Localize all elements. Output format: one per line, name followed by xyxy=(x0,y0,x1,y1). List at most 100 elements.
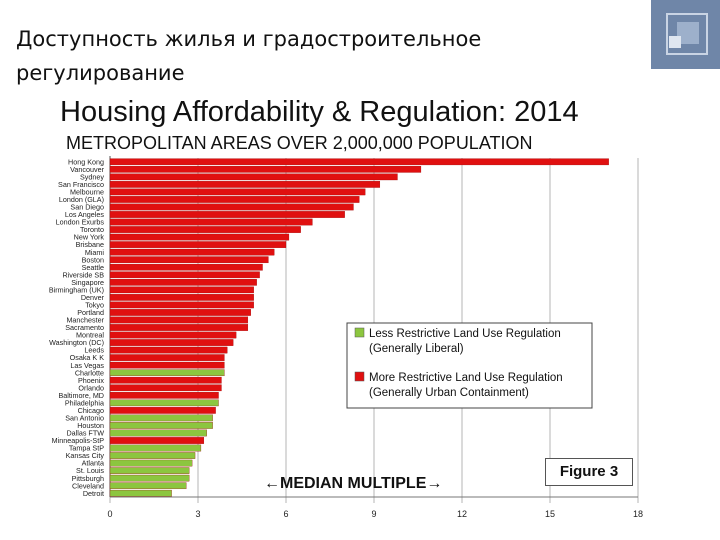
x-tick-label: 15 xyxy=(545,509,555,519)
bar xyxy=(109,459,193,467)
bar xyxy=(109,422,213,429)
category-label: Sacramento xyxy=(65,323,104,332)
bar xyxy=(109,467,190,474)
bar xyxy=(109,203,354,211)
bar xyxy=(109,226,301,233)
bar xyxy=(109,384,222,392)
category-label: Kansas City xyxy=(66,451,105,460)
category-label: San Diego xyxy=(70,203,104,212)
bar xyxy=(109,158,609,166)
bar xyxy=(109,211,345,218)
legend-label: More Restrictive Land Use Regulation xyxy=(369,372,563,384)
category-label: Chicago xyxy=(78,406,104,415)
category-label: London (GLA) xyxy=(59,195,104,204)
category-label: London Exurbs xyxy=(56,218,105,227)
bar xyxy=(109,278,257,286)
bar xyxy=(109,489,172,497)
category-label: Charlotte xyxy=(75,368,104,377)
x-tick-label: 6 xyxy=(283,509,288,519)
category-label: Detroit xyxy=(83,489,104,498)
category-label: Melbourne xyxy=(70,188,104,197)
bar xyxy=(109,294,254,301)
category-label: Hong Kong xyxy=(68,157,104,166)
legend-sublabel: (Generally Liberal) xyxy=(369,343,464,355)
category-label: San Francisco xyxy=(58,180,104,189)
bar xyxy=(109,256,269,264)
bar xyxy=(109,181,381,188)
category-label: Los Angeles xyxy=(65,210,105,219)
category-label: Portland xyxy=(77,308,104,317)
bar xyxy=(109,173,398,181)
category-label: Phoenix xyxy=(78,376,104,385)
bar xyxy=(109,301,254,309)
category-label: Osaka K K xyxy=(70,353,105,362)
category-label: Boston xyxy=(82,255,104,264)
chart-subtitle: METROPOLITAN AREAS OVER 2,000,000 POPULA… xyxy=(66,133,533,153)
legend-swatch xyxy=(354,371,365,382)
category-label: Seattle xyxy=(82,263,104,272)
bar xyxy=(109,286,254,294)
bar xyxy=(109,437,205,444)
category-label: Tokyo xyxy=(85,301,104,310)
bar xyxy=(109,376,222,384)
category-label: Orlando xyxy=(78,383,104,392)
bar xyxy=(109,391,219,399)
category-label: Riverside SB xyxy=(62,270,104,279)
category-label: Singapore xyxy=(71,278,104,287)
category-label: Sydney xyxy=(80,172,104,181)
bar xyxy=(109,165,422,173)
bar xyxy=(109,429,207,437)
bar xyxy=(109,339,234,346)
bar xyxy=(109,452,196,459)
legend-swatch xyxy=(354,327,365,338)
category-label: Baltimore, MD xyxy=(58,391,104,400)
x-axis-label: ←MEDIAN MULTIPLE→ xyxy=(264,475,443,492)
category-label: Cleveland xyxy=(72,481,104,490)
x-tick-label: 9 xyxy=(371,509,376,519)
category-label: Birmingham (UK) xyxy=(49,285,104,294)
bar xyxy=(109,354,225,361)
x-tick-label: 12 xyxy=(457,509,467,519)
category-label: Miami xyxy=(85,248,105,257)
bar xyxy=(109,188,366,196)
category-label: Atlanta xyxy=(82,459,104,468)
logo-squares-icon xyxy=(651,0,720,69)
bar xyxy=(109,444,202,452)
x-tick-label: 0 xyxy=(107,509,112,519)
category-label: Vancouver xyxy=(70,165,104,174)
category-label: Houston xyxy=(77,421,104,430)
category-label: San Antonio xyxy=(65,414,104,423)
category-label: Brisbane xyxy=(76,240,104,249)
bar xyxy=(109,346,228,354)
bar xyxy=(109,233,290,241)
category-label: Tampa StP xyxy=(69,444,104,453)
bar xyxy=(109,361,225,369)
category-label: Denver xyxy=(81,293,105,302)
bar xyxy=(109,331,237,339)
bar xyxy=(109,218,313,226)
bar xyxy=(109,414,213,422)
bar xyxy=(109,263,263,271)
category-label: Dallas FTW xyxy=(66,429,104,438)
bar xyxy=(109,248,275,256)
bar xyxy=(109,407,216,414)
bar xyxy=(109,399,219,407)
x-tick-label: 3 xyxy=(195,509,200,519)
category-label: Philadelphia xyxy=(65,398,104,407)
bar xyxy=(109,309,251,316)
legend-sublabel: (Generally Urban Containment) xyxy=(369,387,529,399)
legend-box xyxy=(346,322,593,409)
slide-title: Доступность жилья и градостроительное ре… xyxy=(16,27,482,85)
category-label: Toronto xyxy=(80,225,104,234)
category-label: Montreal xyxy=(76,331,104,340)
figure-label: Figure 3 xyxy=(545,458,633,486)
category-label: Las Vegas xyxy=(70,361,104,370)
bar xyxy=(109,474,190,482)
bar xyxy=(109,482,187,490)
chart-title: Housing Affordability & Regulation: 2014 xyxy=(60,96,579,128)
category-label: Washington (DC) xyxy=(49,338,104,347)
legend-label: Less Restrictive Land Use Regulation xyxy=(369,328,561,340)
category-label: Leeds xyxy=(84,346,104,355)
bar xyxy=(109,369,225,377)
